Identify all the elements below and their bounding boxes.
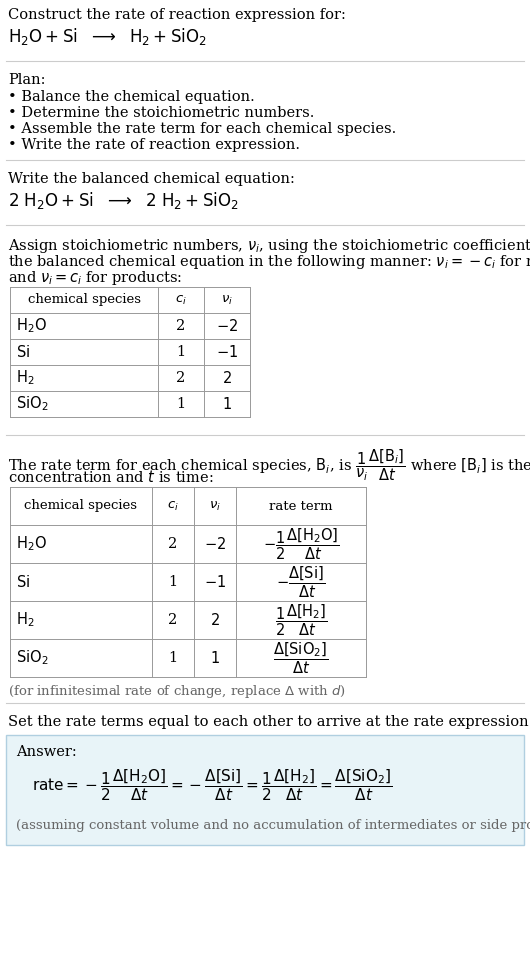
- Text: $c_i$: $c_i$: [167, 500, 179, 512]
- Text: 2: 2: [169, 537, 178, 551]
- Text: rate term: rate term: [269, 500, 333, 512]
- Text: $\mathrm{H_2O + Si\ \ \longrightarrow\ \ H_2 + SiO_2}$: $\mathrm{H_2O + Si\ \ \longrightarrow\ \…: [8, 26, 207, 47]
- Text: 1: 1: [169, 575, 178, 589]
- Text: 1: 1: [176, 345, 186, 359]
- Text: • Balance the chemical equation.: • Balance the chemical equation.: [8, 90, 255, 104]
- Text: $\nu_i$: $\nu_i$: [221, 294, 233, 306]
- Text: (assuming constant volume and no accumulation of intermediates or side products): (assuming constant volume and no accumul…: [16, 819, 530, 832]
- Text: and $\nu_i = c_i$ for products:: and $\nu_i = c_i$ for products:: [8, 269, 182, 287]
- Text: $\mathrm{SiO_2}$: $\mathrm{SiO_2}$: [16, 394, 48, 414]
- Text: the balanced chemical equation in the following manner: $\nu_i = -c_i$ for react: the balanced chemical equation in the fo…: [8, 253, 530, 271]
- Text: concentration and $t$ is time:: concentration and $t$ is time:: [8, 469, 214, 485]
- Text: $\mathrm{SiO_2}$: $\mathrm{SiO_2}$: [16, 649, 48, 668]
- Text: $\dfrac{1}{2}\dfrac{\Delta[\mathrm{H_2}]}{\Delta t}$: $\dfrac{1}{2}\dfrac{\Delta[\mathrm{H_2}]…: [275, 602, 328, 637]
- FancyBboxPatch shape: [6, 735, 524, 845]
- Text: chemical species: chemical species: [24, 500, 137, 512]
- Text: Plan:: Plan:: [8, 73, 46, 87]
- Text: $-2$: $-2$: [204, 536, 226, 552]
- Text: chemical species: chemical species: [28, 294, 140, 306]
- Text: Set the rate terms equal to each other to arrive at the rate expression:: Set the rate terms equal to each other t…: [8, 715, 530, 729]
- Text: 1: 1: [169, 651, 178, 665]
- Text: Construct the rate of reaction expression for:: Construct the rate of reaction expressio…: [8, 8, 346, 22]
- Text: (for infinitesimal rate of change, replace $\Delta$ with $d$): (for infinitesimal rate of change, repla…: [8, 683, 346, 700]
- Text: $c_i$: $c_i$: [175, 294, 187, 306]
- Text: • Assemble the rate term for each chemical species.: • Assemble the rate term for each chemic…: [8, 122, 396, 136]
- Text: • Write the rate of reaction expression.: • Write the rate of reaction expression.: [8, 138, 300, 152]
- Text: $\mathrm{H_2O}$: $\mathrm{H_2O}$: [16, 316, 47, 336]
- Text: $-\dfrac{\Delta[\mathrm{Si}]}{\Delta t}$: $-\dfrac{\Delta[\mathrm{Si}]}{\Delta t}$: [277, 564, 325, 600]
- Text: The rate term for each chemical species, $\mathrm{B}_i$, is $\dfrac{1}{\nu_i}\df: The rate term for each chemical species,…: [8, 447, 530, 482]
- Text: $-2$: $-2$: [216, 318, 238, 334]
- Text: 2: 2: [169, 613, 178, 627]
- Text: $\nu_i$: $\nu_i$: [209, 500, 221, 512]
- Text: 2: 2: [176, 371, 186, 385]
- Text: $\mathrm{H_2}$: $\mathrm{H_2}$: [16, 611, 34, 630]
- Text: $\mathrm{rate} = -\dfrac{1}{2}\dfrac{\Delta[\mathrm{H_2O}]}{\Delta t} = -\dfrac{: $\mathrm{rate} = -\dfrac{1}{2}\dfrac{\De…: [32, 767, 393, 803]
- Text: $-\dfrac{1}{2}\dfrac{\Delta[\mathrm{H_2O}]}{\Delta t}$: $-\dfrac{1}{2}\dfrac{\Delta[\mathrm{H_2O…: [263, 526, 339, 562]
- Text: Write the balanced chemical equation:: Write the balanced chemical equation:: [8, 172, 295, 186]
- Text: Answer:: Answer:: [16, 745, 77, 759]
- Text: $1$: $1$: [210, 650, 220, 666]
- Text: Assign stoichiometric numbers, $\nu_i$, using the stoichiometric coefficients, $: Assign stoichiometric numbers, $\nu_i$, …: [8, 237, 530, 255]
- Text: $\mathrm{H_2O}$: $\mathrm{H_2O}$: [16, 535, 47, 553]
- Text: 1: 1: [176, 397, 186, 411]
- Text: $-1$: $-1$: [204, 574, 226, 590]
- Text: $\mathrm{H_2}$: $\mathrm{H_2}$: [16, 369, 34, 387]
- Text: $2$: $2$: [210, 612, 220, 628]
- Text: $\dfrac{\Delta[\mathrm{SiO_2}]}{\Delta t}$: $\dfrac{\Delta[\mathrm{SiO_2}]}{\Delta t…: [273, 640, 329, 675]
- Text: $2$: $2$: [222, 370, 232, 386]
- Text: 2: 2: [176, 319, 186, 333]
- Text: $\mathrm{Si}$: $\mathrm{Si}$: [16, 574, 30, 590]
- Text: $\mathrm{Si}$: $\mathrm{Si}$: [16, 344, 30, 360]
- Text: $1$: $1$: [222, 396, 232, 412]
- Text: $-1$: $-1$: [216, 344, 238, 360]
- Text: • Determine the stoichiometric numbers.: • Determine the stoichiometric numbers.: [8, 106, 314, 120]
- Text: $\mathrm{2\ H_2O + Si\ \ \longrightarrow\ \ 2\ H_2 + SiO_2}$: $\mathrm{2\ H_2O + Si\ \ \longrightarrow…: [8, 190, 239, 211]
